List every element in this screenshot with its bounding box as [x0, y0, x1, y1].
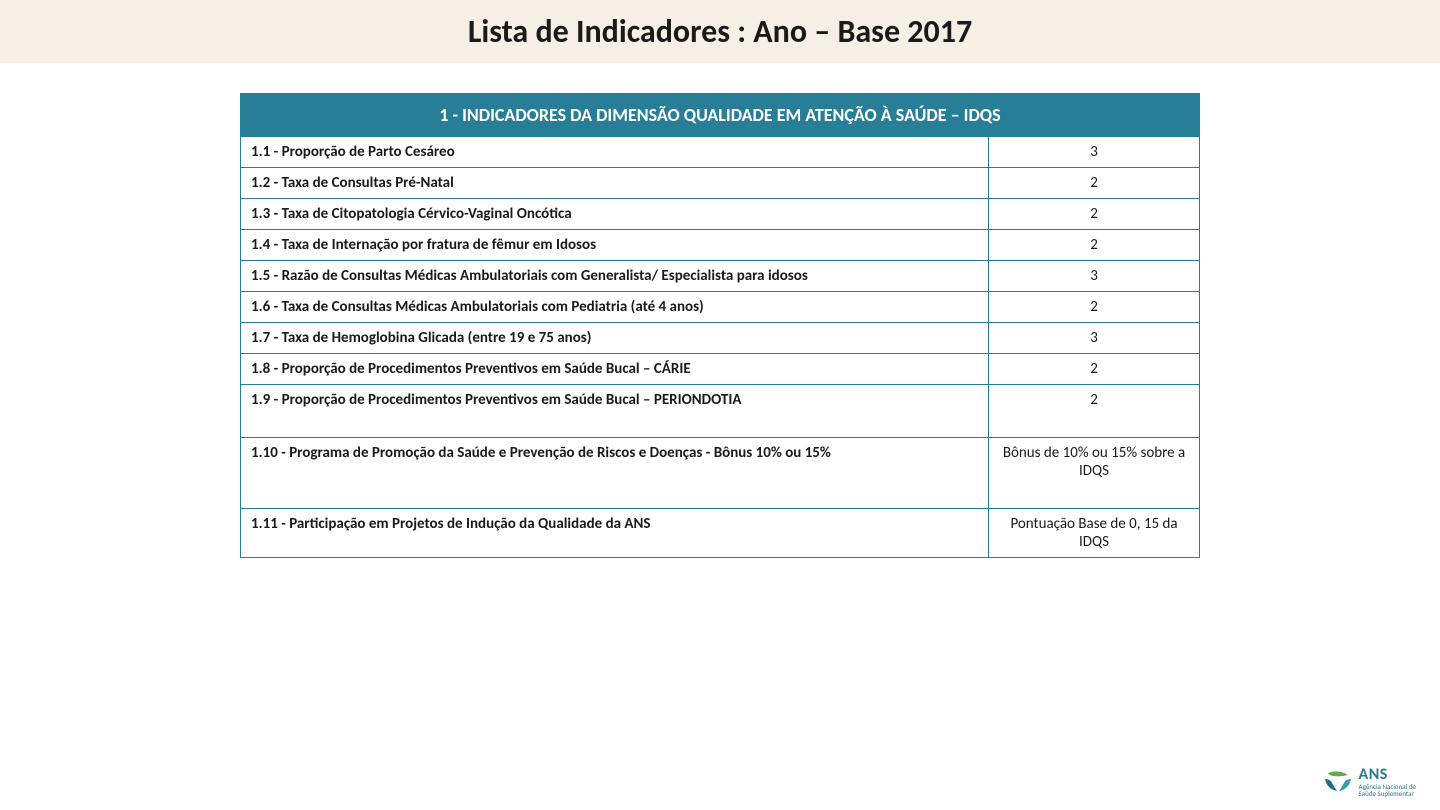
indicators-table: 1 - INDICADORES DA DIMENSÃO QUALIDADE EM… [240, 93, 1200, 558]
value-cell: Pontuação Base de 0, 15 da IDQS [989, 509, 1200, 558]
table-row: 1.7 - Taxa de Hemoglobina Glicada (entre… [241, 323, 1200, 354]
page-title: Lista de Indicadores : Ano – Base 2017 [0, 12, 1440, 51]
ans-logo-text: ANS Agência Nacional de Saúde Suplementa… [1359, 767, 1416, 798]
value-cell: 3 [989, 137, 1200, 168]
value-cell: 2 [989, 168, 1200, 199]
table-row: 1.9 - Proporção de Procedimentos Prevent… [241, 385, 1200, 438]
ans-logo: ANS Agência Nacional de Saúde Suplementa… [1323, 767, 1416, 798]
table-row: 1.3 - Taxa de Citopatologia Cérvico-Vagi… [241, 199, 1200, 230]
indicator-cell: 1.4 - Taxa de Internação por fratura de … [241, 230, 989, 261]
value-cell: 2 [989, 354, 1200, 385]
table-row: 1.10 - Programa de Promoção da Saúde e P… [241, 438, 1200, 509]
value-cell: 3 [989, 261, 1200, 292]
table-row: 1.2 - Taxa de Consultas Pré-Natal2 [241, 168, 1200, 199]
value-cell: 2 [989, 199, 1200, 230]
indicator-cell: 1.9 - Proporção de Procedimentos Prevent… [241, 385, 989, 438]
indicator-cell: 1.10 - Programa de Promoção da Saúde e P… [241, 438, 989, 509]
ans-logo-acronym: ANS [1359, 767, 1416, 783]
table-row: 1.8 - Proporção de Procedimentos Prevent… [241, 354, 1200, 385]
table-row: 1.1 - Proporção de Parto Cesáreo3 [241, 137, 1200, 168]
ans-logo-line2: Saúde Suplementar [1359, 790, 1416, 798]
value-cell: 3 [989, 323, 1200, 354]
ans-logo-mark [1323, 771, 1353, 793]
indicator-cell: 1.1 - Proporção de Parto Cesáreo [241, 137, 989, 168]
table-row: 1.6 - Taxa de Consultas Médicas Ambulato… [241, 292, 1200, 323]
title-bar: Lista de Indicadores : Ano – Base 2017 [0, 0, 1440, 63]
value-cell: Bônus de 10% ou 15% sobre a IDQS [989, 438, 1200, 509]
indicator-cell: 1.5 - Razão de Consultas Médicas Ambulat… [241, 261, 989, 292]
value-cell: 2 [989, 230, 1200, 261]
indicator-cell: 1.11 - Participação em Projetos de Induç… [241, 509, 989, 558]
indicators-table-container: 1 - INDICADORES DA DIMENSÃO QUALIDADE EM… [240, 93, 1200, 558]
table-row: 1.4 - Taxa de Internação por fratura de … [241, 230, 1200, 261]
indicator-cell: 1.6 - Taxa de Consultas Médicas Ambulato… [241, 292, 989, 323]
table-row: 1.11 - Participação em Projetos de Induç… [241, 509, 1200, 558]
indicator-cell: 1.7 - Taxa de Hemoglobina Glicada (entre… [241, 323, 989, 354]
indicator-cell: 1.8 - Proporção de Procedimentos Prevent… [241, 354, 989, 385]
table-header: 1 - INDICADORES DA DIMENSÃO QUALIDADE EM… [241, 94, 1200, 137]
value-cell: 2 [989, 292, 1200, 323]
indicator-cell: 1.2 - Taxa de Consultas Pré-Natal [241, 168, 989, 199]
table-row: 1.5 - Razão de Consultas Médicas Ambulat… [241, 261, 1200, 292]
table-body: 1.1 - Proporção de Parto Cesáreo31.2 - T… [241, 137, 1200, 558]
value-cell: 2 [989, 385, 1200, 438]
indicator-cell: 1.3 - Taxa de Citopatologia Cérvico-Vagi… [241, 199, 989, 230]
